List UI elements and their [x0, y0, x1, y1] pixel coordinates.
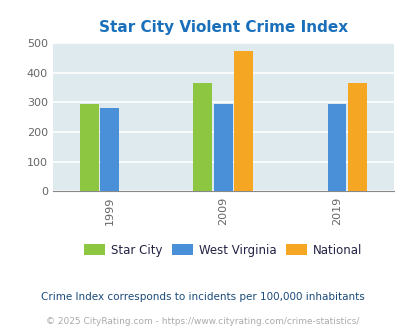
Bar [347, 83, 366, 191]
Bar [100, 108, 119, 191]
Bar [234, 51, 253, 191]
Title: Star City Violent Crime Index: Star City Violent Crime Index [98, 20, 347, 35]
Text: Crime Index corresponds to incidents per 100,000 inhabitants: Crime Index corresponds to incidents per… [41, 292, 364, 302]
Bar [193, 83, 212, 191]
Bar [213, 104, 232, 191]
Text: © 2025 CityRating.com - https://www.cityrating.com/crime-statistics/: © 2025 CityRating.com - https://www.city… [46, 317, 359, 326]
Legend: Star City, West Virginia, National: Star City, West Virginia, National [79, 239, 367, 261]
Bar [327, 104, 345, 191]
Bar [79, 104, 98, 191]
